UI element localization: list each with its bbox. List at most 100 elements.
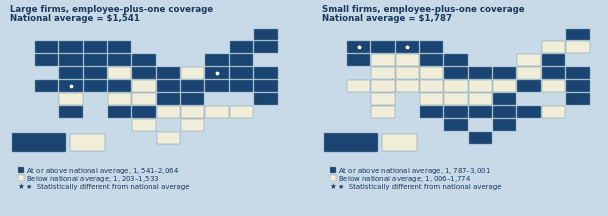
Bar (35, 80, 58, 92)
Bar (347, 41, 370, 53)
Bar (420, 41, 443, 53)
Bar (157, 132, 180, 144)
Bar (566, 29, 590, 40)
Bar (83, 67, 107, 79)
Bar (133, 54, 156, 66)
Bar (396, 67, 419, 79)
Bar (469, 132, 492, 144)
Bar (230, 54, 253, 66)
Text: ★  Statistically different from national average: ★ Statistically different from national … (338, 183, 502, 189)
Bar (206, 67, 229, 79)
Bar (371, 93, 395, 105)
Bar (324, 133, 378, 152)
Bar (181, 106, 204, 118)
Bar (59, 80, 83, 92)
Bar (517, 80, 541, 92)
Bar (396, 80, 419, 92)
Bar (493, 93, 516, 105)
Bar (330, 167, 336, 173)
Bar (83, 80, 107, 92)
Bar (230, 67, 253, 79)
Bar (469, 67, 492, 79)
Bar (12, 133, 66, 152)
Bar (542, 54, 565, 66)
Bar (420, 67, 443, 79)
Text: National average = $1,541: National average = $1,541 (10, 14, 140, 23)
Bar (254, 29, 277, 40)
Bar (133, 119, 156, 131)
Bar (542, 41, 565, 53)
Bar (371, 41, 395, 53)
Bar (254, 93, 277, 105)
Bar (108, 41, 131, 53)
Bar (542, 106, 565, 118)
Bar (542, 80, 565, 92)
Bar (71, 134, 105, 151)
Bar (206, 80, 229, 92)
Bar (420, 106, 443, 118)
Bar (517, 106, 541, 118)
Bar (347, 80, 370, 92)
Bar (469, 106, 492, 118)
Bar (157, 80, 180, 92)
Bar (566, 41, 590, 53)
Bar (517, 67, 541, 79)
Bar (108, 80, 131, 92)
Bar (157, 67, 180, 79)
Bar (133, 67, 156, 79)
Bar (371, 54, 395, 66)
Bar (133, 80, 156, 92)
Bar (108, 106, 131, 118)
Bar (83, 54, 107, 66)
Bar (133, 93, 156, 105)
Text: Large firms, employee-plus-one coverage: Large firms, employee-plus-one coverage (10, 5, 213, 14)
Bar (542, 67, 565, 79)
Bar (371, 80, 395, 92)
Bar (254, 80, 277, 92)
Bar (108, 54, 131, 66)
Bar (254, 67, 277, 79)
Bar (108, 93, 131, 105)
Bar (230, 41, 253, 53)
Bar (493, 119, 516, 131)
Text: □DC: □DC (568, 97, 579, 102)
Bar (420, 54, 443, 66)
Bar (59, 106, 83, 118)
Bar (444, 54, 468, 66)
Text: Below national average, $1,006 – $1,774: Below national average, $1,006 – $1,774 (338, 173, 471, 184)
Text: ★: ★ (17, 182, 24, 191)
Bar (59, 93, 83, 105)
Bar (59, 41, 83, 53)
Bar (371, 67, 395, 79)
Bar (444, 119, 468, 131)
Text: At or above national average, $1,787 – $3,001: At or above national average, $1,787 – $… (338, 165, 491, 175)
Bar (347, 54, 370, 66)
Bar (493, 67, 516, 79)
Bar (444, 80, 468, 92)
Bar (382, 134, 416, 151)
Bar (18, 175, 24, 181)
Bar (566, 67, 590, 79)
Bar (181, 93, 204, 105)
Text: At or above national average, $1,541 – $2,064: At or above national average, $1,541 – $… (26, 165, 179, 175)
Bar (444, 106, 468, 118)
Bar (396, 41, 419, 53)
Bar (18, 167, 24, 173)
Text: ★  Statistically different from national average: ★ Statistically different from national … (26, 183, 190, 189)
Bar (420, 93, 443, 105)
Bar (59, 67, 83, 79)
Bar (444, 93, 468, 105)
Bar (35, 54, 58, 66)
Bar (230, 80, 253, 92)
Bar (206, 54, 229, 66)
Bar (396, 54, 419, 66)
Bar (230, 106, 253, 118)
Bar (206, 106, 229, 118)
Text: Below national average, $1,203 – $1,533: Below national average, $1,203 – $1,533 (26, 173, 159, 184)
Bar (566, 93, 590, 105)
Bar (420, 80, 443, 92)
Text: National average = $1,787: National average = $1,787 (322, 14, 452, 23)
Bar (83, 41, 107, 53)
Bar (35, 41, 58, 53)
Text: ★: ★ (329, 182, 336, 191)
